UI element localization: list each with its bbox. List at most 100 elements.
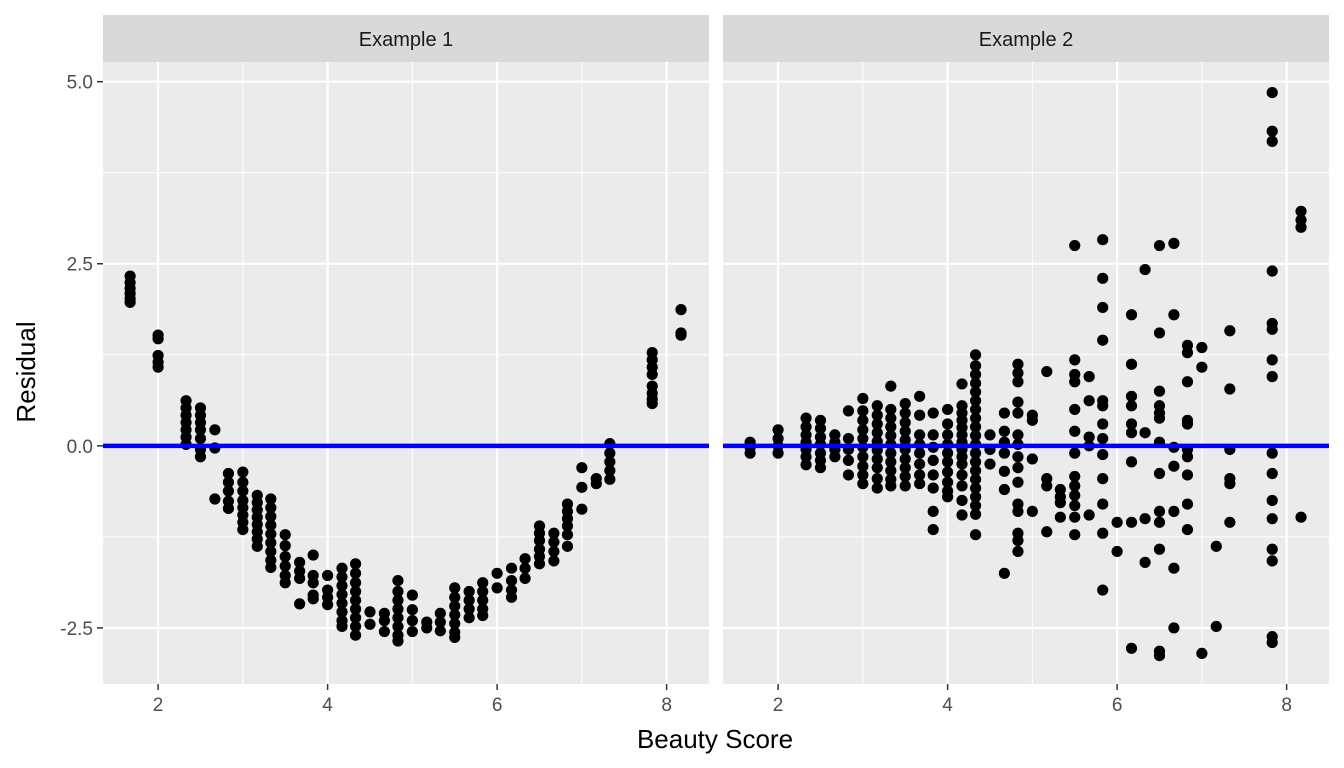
data-point xyxy=(744,447,756,459)
data-point xyxy=(463,603,475,615)
data-point xyxy=(1012,451,1024,463)
data-point xyxy=(505,591,518,603)
data-point xyxy=(222,502,235,515)
data-point xyxy=(336,562,348,574)
data-point xyxy=(899,425,911,437)
data-point xyxy=(1012,407,1024,419)
data-point xyxy=(1224,516,1236,528)
data-point xyxy=(519,553,531,565)
data-point xyxy=(942,418,954,430)
data-point xyxy=(899,462,911,474)
data-point xyxy=(364,606,376,618)
data-point xyxy=(336,588,348,601)
data-point xyxy=(956,469,968,481)
data-point xyxy=(969,360,982,372)
data-point xyxy=(1097,473,1109,485)
data-point xyxy=(279,577,291,589)
data-point xyxy=(1224,478,1236,490)
data-point xyxy=(1069,489,1081,501)
data-point xyxy=(1168,505,1180,517)
data-point xyxy=(237,523,249,536)
data-point xyxy=(1097,301,1109,314)
y-axis: -2.5 0.0 2.5 5.0 xyxy=(60,73,103,640)
data-point xyxy=(1125,427,1138,439)
data-point xyxy=(152,333,164,345)
data-point xyxy=(322,599,334,611)
data-point xyxy=(1266,494,1278,507)
data-point xyxy=(349,603,362,615)
data-point xyxy=(842,454,855,467)
data-point xyxy=(1181,469,1194,481)
data-point xyxy=(505,574,518,587)
data-point xyxy=(421,622,433,634)
data-point xyxy=(1012,476,1024,488)
data-point xyxy=(969,368,982,381)
panel-background xyxy=(723,62,1329,684)
data-point xyxy=(449,600,461,612)
data-point xyxy=(349,629,362,641)
data-point xyxy=(927,454,939,467)
data-point xyxy=(969,447,982,459)
data-point xyxy=(434,607,446,619)
data-point xyxy=(1097,432,1109,445)
data-point xyxy=(675,304,687,316)
data-point xyxy=(604,447,616,459)
data-point xyxy=(336,580,348,592)
data-point xyxy=(1111,516,1123,528)
data-point xyxy=(1097,527,1109,539)
data-point xyxy=(1097,234,1109,246)
data-point xyxy=(1168,622,1180,634)
data-point xyxy=(1153,385,1166,397)
data-point xyxy=(1026,453,1038,465)
data-point xyxy=(984,429,996,441)
data-point xyxy=(279,540,291,552)
data-point xyxy=(1012,505,1024,517)
data-point xyxy=(265,528,277,540)
data-point xyxy=(1125,400,1138,412)
data-point xyxy=(1266,265,1278,277)
data-point xyxy=(1069,354,1081,366)
data-point xyxy=(857,460,869,472)
x-tick-label: 4 xyxy=(322,695,333,716)
data-point xyxy=(1097,498,1109,510)
data-point xyxy=(871,473,883,485)
data-point xyxy=(449,631,461,643)
data-point xyxy=(604,464,616,477)
data-point xyxy=(561,529,574,541)
x-tick-label: 6 xyxy=(492,695,503,716)
data-point xyxy=(265,545,277,558)
data-point xyxy=(1224,325,1236,337)
data-point xyxy=(392,574,404,587)
data-point xyxy=(956,509,968,521)
data-point xyxy=(942,447,954,459)
data-point xyxy=(406,615,418,627)
data-point xyxy=(1069,470,1081,483)
data-point xyxy=(533,558,546,570)
data-point xyxy=(942,476,954,488)
data-point xyxy=(969,377,982,389)
data-point xyxy=(885,456,897,468)
data-point xyxy=(1153,505,1166,517)
data-point xyxy=(463,585,475,598)
data-point xyxy=(1153,467,1166,480)
data-point xyxy=(1266,135,1278,147)
data-point xyxy=(265,510,277,523)
y-tick-label: 0.0 xyxy=(67,437,93,458)
data-point xyxy=(279,529,291,541)
panel-2: Example 2 xyxy=(723,15,1329,684)
y-axis-title: Residual xyxy=(11,321,41,422)
x-tick-label: 6 xyxy=(1112,695,1123,716)
data-point xyxy=(378,625,390,638)
data-point xyxy=(899,434,911,446)
data-point xyxy=(307,593,319,605)
data-point xyxy=(548,555,560,567)
data-point xyxy=(576,481,588,493)
data-point xyxy=(1295,205,1307,217)
data-point xyxy=(942,403,954,416)
data-point xyxy=(885,447,897,459)
data-point xyxy=(349,612,362,624)
data-point xyxy=(1083,431,1095,443)
data-point xyxy=(885,421,897,433)
data-point xyxy=(885,430,897,442)
data-point xyxy=(237,476,249,488)
